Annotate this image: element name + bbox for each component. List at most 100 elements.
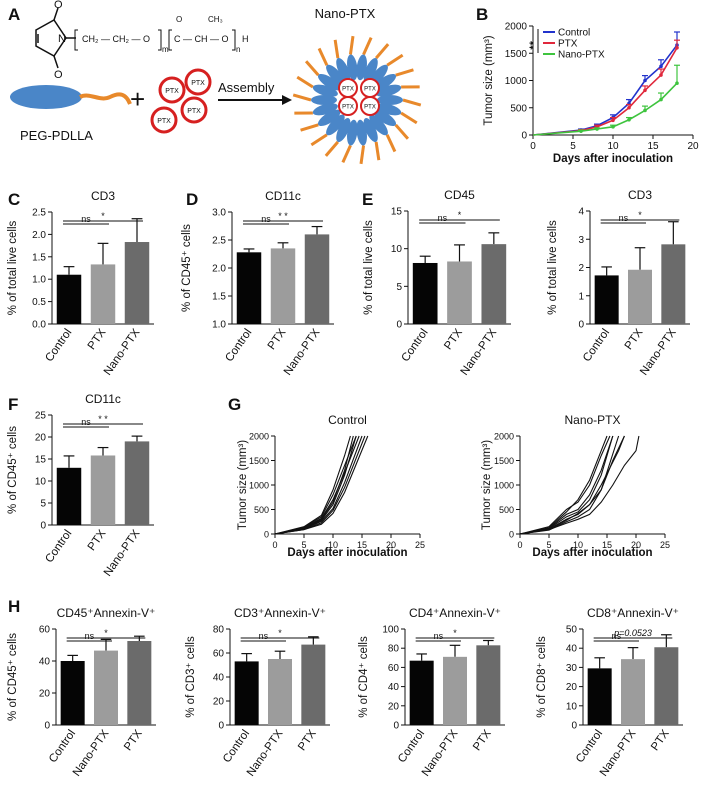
bar bbox=[654, 647, 679, 725]
chart-title: Control bbox=[328, 413, 367, 427]
micelle-ptx-circle bbox=[338, 96, 358, 116]
panel-label-d: D bbox=[186, 190, 198, 209]
y-tick-label: 20 bbox=[566, 682, 578, 693]
significance-label: ns bbox=[85, 631, 95, 641]
significance-label: * * bbox=[278, 211, 288, 221]
ptx-drug-circle bbox=[180, 96, 208, 124]
x-tick-label: 0 bbox=[530, 141, 536, 152]
series-line bbox=[274, 435, 354, 535]
micelle-tail bbox=[359, 145, 366, 165]
category-label: PTX bbox=[266, 327, 289, 352]
micelle-head bbox=[369, 114, 388, 136]
y-axis-label: Tumor size (mm³) bbox=[483, 35, 495, 125]
chart-h-cd8-annexin: 0 10 20 30 40 50 % of CD8⁺ cells CD8⁺Annexin-V⁺… bbox=[536, 606, 683, 779]
data-point bbox=[627, 105, 631, 110]
legend-label: PTX bbox=[558, 39, 578, 50]
y-tick-label: 5 bbox=[40, 499, 46, 510]
y-axis-label: % of CD45⁺ cells bbox=[181, 224, 193, 312]
data-point bbox=[627, 117, 631, 122]
micelle-tail bbox=[374, 43, 390, 60]
bar bbox=[268, 659, 292, 725]
series-line bbox=[519, 435, 614, 535]
y-tick-label: 0 bbox=[571, 721, 577, 732]
ptx-drug-label: PTX bbox=[187, 108, 201, 115]
x-axis-label: Days after inoculation bbox=[553, 153, 673, 165]
y-tick-label: 1.5 bbox=[32, 252, 46, 263]
y-axis-label: Tumor size (mm³) bbox=[481, 440, 493, 530]
x-tick-label: 20 bbox=[631, 540, 641, 550]
y-tick-label: 4 bbox=[578, 207, 584, 218]
data-point bbox=[675, 46, 679, 50]
micelle-head bbox=[356, 119, 367, 146]
micelle-ptx-label: PTX bbox=[364, 105, 376, 111]
y-tick-label: 1 bbox=[578, 291, 584, 302]
category-label: Control bbox=[396, 728, 427, 765]
polymer-tail-shape bbox=[79, 92, 132, 105]
y-tick-label: 3.0 bbox=[212, 208, 226, 219]
ptx-drug-circle bbox=[150, 106, 178, 134]
ptx-drug-circle bbox=[158, 76, 186, 104]
micelle-head bbox=[363, 118, 378, 143]
y-tick-label: 100 bbox=[382, 625, 399, 636]
micelle-tail bbox=[300, 123, 319, 132]
micelle-head bbox=[312, 84, 338, 97]
x-tick-label: 0 bbox=[517, 540, 522, 550]
data-point bbox=[643, 78, 647, 83]
y-tick-label: 0 bbox=[264, 530, 269, 540]
y-tick-label: 1000 bbox=[505, 76, 528, 87]
chart-title: CD11c bbox=[265, 189, 301, 203]
micelle-tail bbox=[317, 47, 329, 66]
formula-h: H bbox=[242, 34, 249, 44]
y-tick-label: 2000 bbox=[249, 432, 269, 442]
bar bbox=[621, 659, 645, 725]
category-label: Control bbox=[43, 528, 74, 565]
y-tick-label: 10 bbox=[391, 244, 403, 255]
bar bbox=[127, 641, 152, 725]
schematic-panel: O O N CH₂ — CH₂ — O m O C — CH — O CH₃ n… bbox=[10, 0, 422, 165]
significance-label: * bbox=[453, 628, 457, 638]
y-tick-label: 20 bbox=[39, 689, 51, 700]
formula-bracket-n bbox=[232, 29, 236, 51]
significance-label: ns bbox=[81, 214, 91, 224]
micelle-tail bbox=[374, 141, 381, 161]
chart-title: CD3 bbox=[628, 188, 652, 202]
y-tick-label: 50 bbox=[566, 625, 578, 636]
bar bbox=[270, 248, 296, 324]
chart-title: CD45 bbox=[444, 188, 475, 202]
y-tick-label: 40 bbox=[388, 682, 400, 693]
chart-c-cd3: 0.0 0.5 1.0 1.5 2.0 2.5 % of total live cells C… bbox=[7, 189, 154, 378]
panel-label-f: F bbox=[8, 395, 18, 414]
chart-title: CD8⁺Annexin-V⁺ bbox=[587, 606, 679, 620]
chart-title: CD11c bbox=[85, 392, 121, 406]
y-tick-label: 60 bbox=[388, 663, 400, 674]
y-axis-label: % of CD4⁺ cells bbox=[358, 636, 370, 718]
significance-label: ** bbox=[528, 40, 540, 49]
y-tick-label: 2000 bbox=[494, 432, 514, 442]
x-tick-label: 10 bbox=[328, 540, 338, 550]
micelle-head bbox=[311, 95, 337, 105]
category-label: PTX bbox=[122, 728, 145, 753]
y-tick-label: 1500 bbox=[494, 456, 514, 466]
assembly-label: Assembly bbox=[218, 80, 275, 95]
bar bbox=[481, 244, 507, 324]
polymer-label: PEG-PDLLA bbox=[20, 128, 93, 143]
y-tick-label: 0 bbox=[578, 320, 584, 331]
panel-label-a: A bbox=[8, 5, 20, 24]
y-axis-label: % of total live cells bbox=[363, 220, 375, 315]
y-tick-label: 2.5 bbox=[212, 236, 226, 247]
bar bbox=[594, 275, 619, 324]
category-label: PTX bbox=[623, 327, 646, 352]
y-axis-label: Tumor size (mm³) bbox=[237, 440, 249, 530]
y-tick-label: 15 bbox=[391, 207, 403, 218]
significance-label: * bbox=[638, 210, 642, 220]
significance-label: * bbox=[101, 211, 105, 221]
legend-label: Nano-PTX bbox=[558, 50, 605, 61]
chart-b-tumor-growth: 0 500 1000 1500 2000 Tumor size (mm³) 0 5 10 15 20… bbox=[483, 22, 699, 166]
data-point bbox=[659, 64, 663, 69]
y-tick-label: 0 bbox=[218, 721, 224, 732]
significance-label: ns bbox=[81, 417, 91, 427]
formula-ester: C — CH — O bbox=[174, 34, 229, 44]
assembly-arrow-head bbox=[282, 95, 292, 105]
